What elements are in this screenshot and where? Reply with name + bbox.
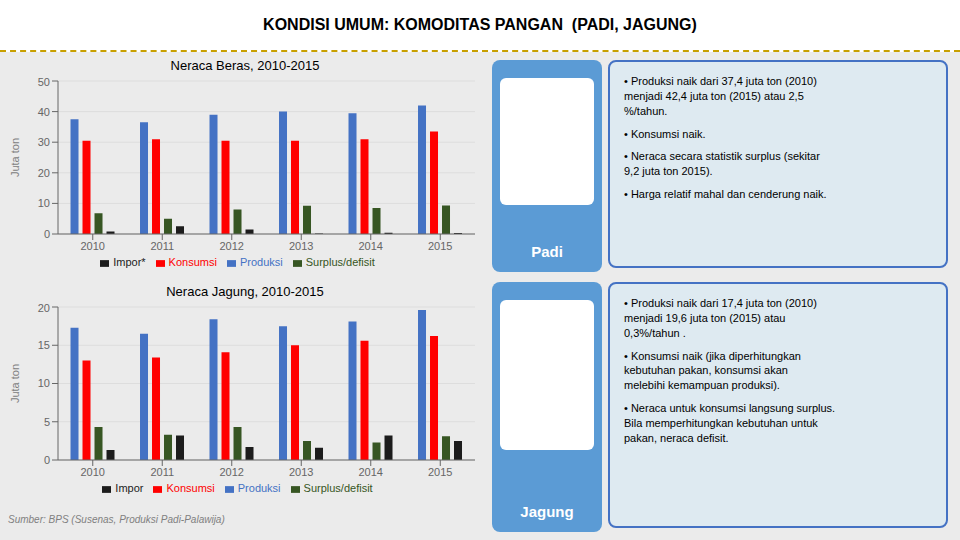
- svg-text:2011: 2011: [150, 466, 174, 478]
- html-text:• Harga relatif mahal dan cend: • Harga relatif mahal dan cenderung naik…: [624, 188, 827, 201]
- svg-text:2013: 2013: [289, 240, 313, 252]
- html-text:• Konsumsi naik (jika diperhit: • Konsumsi naik (jika diperhitungkan keb…: [624, 349, 801, 392]
- svg-text:2012: 2012: [220, 240, 244, 252]
- svg-text:5: 5: [44, 416, 50, 428]
- svg-text:15: 15: [38, 339, 50, 351]
- html-text:Produksi: Produksi: [237, 482, 281, 494]
- html-text:Surplus/defisit: Surplus/defisit: [305, 256, 375, 268]
- svg-text:0: 0: [44, 228, 50, 240]
- svg-text:Juta ton: Juta ton: [9, 364, 21, 403]
- svg-text:20: 20: [38, 302, 50, 314]
- svg-text:2015: 2015: [428, 240, 452, 252]
- svg-text:40: 40: [38, 106, 50, 118]
- svg-text:2012: 2012: [220, 466, 244, 478]
- html-text:Neraca Jagung, 2010-2015: Neraca Jagung, 2010-2015: [166, 284, 324, 299]
- html-text:• Neraca untuk konsumsi langsu: • Neraca untuk konsumsi langsung surplus…: [624, 402, 836, 444]
- svg-text:10: 10: [38, 197, 50, 209]
- html-text:• Produksi naik dari 17,4 juta: • Produksi naik dari 17,4 juta ton (2010…: [624, 297, 817, 339]
- html-text:Konsumsi: Konsumsi: [168, 256, 217, 268]
- html-text:Jagung: Jagung: [520, 503, 574, 520]
- html-text:Impor*: Impor*: [113, 256, 146, 268]
- svg-text:2010: 2010: [81, 240, 105, 252]
- html-text:Konsumsi: Konsumsi: [166, 482, 215, 494]
- svg-text:2014: 2014: [359, 466, 383, 478]
- svg-text:10: 10: [38, 377, 50, 389]
- svg-text:2015: 2015: [428, 466, 452, 478]
- html-text:• Konsumsi naik.: • Konsumsi naik.: [624, 127, 706, 140]
- svg-text:20: 20: [38, 167, 50, 179]
- svg-text:0: 0: [44, 454, 50, 466]
- svg-text:2011: 2011: [150, 240, 174, 252]
- svg-text:2014: 2014: [359, 240, 383, 252]
- svg-text:30: 30: [38, 136, 50, 148]
- html-text:Sumber: BPS (Susenas, Produksi: Sumber: BPS (Susenas, Produksi Padi-Pala…: [8, 514, 225, 525]
- html-text:• Neraca secara statistik surp: • Neraca secara statistik surplus (sekit…: [624, 150, 820, 178]
- svg-text:Juta ton: Juta ton: [9, 138, 21, 177]
- svg-text:2013: 2013: [289, 466, 313, 478]
- svg-text:2010: 2010: [81, 466, 105, 478]
- svg-text:50: 50: [38, 76, 50, 88]
- html-text:• Produksi naik dari 37,4 juta: • Produksi naik dari 37,4 juta ton (2010…: [624, 75, 817, 117]
- html-text:Impor: Impor: [115, 482, 144, 494]
- html-text:Produksi: Produksi: [239, 256, 283, 268]
- html-text:KONDISI UMUM: KOMODITAS PANGAN: KONDISI UMUM: KOMODITAS PANGAN (PADI, JA…: [263, 16, 697, 33]
- html-text:Padi: Padi: [531, 243, 563, 260]
- html-text:Surplus/defisit: Surplus/defisit: [303, 482, 373, 494]
- html-text:Neraca Beras, 2010-2015: Neraca Beras, 2010-2015: [170, 58, 320, 73]
